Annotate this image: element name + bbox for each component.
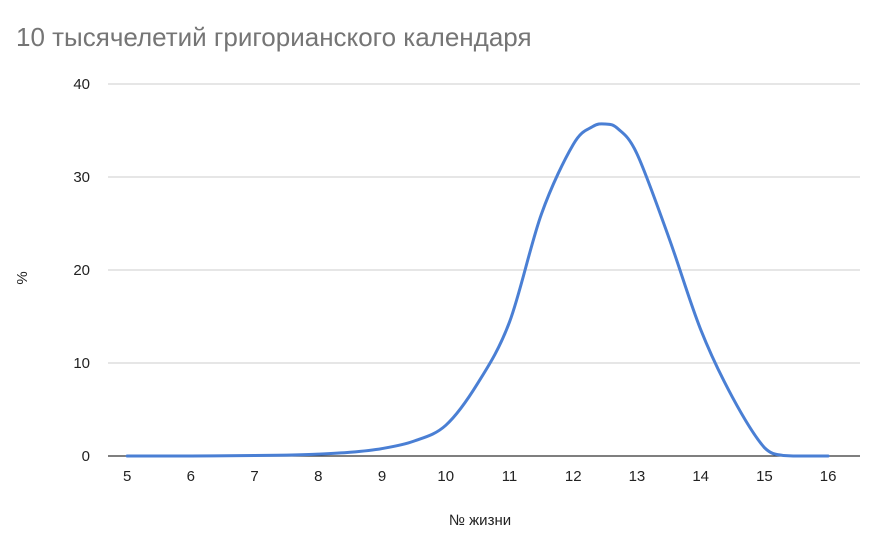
x-tick-label: 12 (565, 468, 582, 485)
x-tick-label: 10 (437, 468, 454, 485)
y-tick-label: 20 (73, 262, 90, 279)
x-tick-label: 7 (250, 468, 258, 485)
y-tick-label: 0 (82, 448, 90, 465)
y-tick-label: 10 (73, 355, 90, 372)
gridlines (108, 83, 860, 457)
x-axis-ticks: 5 6 7 8 9 10 11 12 13 14 15 16 (123, 468, 837, 485)
x-tick-label: 8 (314, 468, 322, 485)
x-tick-label: 14 (692, 468, 709, 485)
x-tick-label: 13 (629, 468, 646, 485)
chart-title: 10 тысячелетий григорианского календаря (16, 22, 532, 52)
y-axis-label: % (14, 271, 31, 284)
y-tick-label: 40 (73, 76, 90, 93)
x-axis-label: № жизни (449, 512, 511, 529)
series-layer (125, 122, 830, 458)
x-tick-label: 15 (756, 468, 773, 485)
x-tick-label: 11 (502, 468, 518, 485)
series-line (125, 122, 830, 458)
y-tick-label: 30 (73, 169, 90, 186)
x-tick-label: 9 (378, 468, 386, 485)
y-axis-ticks: 0 10 20 30 40 (73, 76, 90, 465)
x-tick-label: 5 (123, 468, 131, 485)
x-tick-label: 16 (820, 468, 837, 485)
x-tick-label: 6 (187, 468, 195, 485)
